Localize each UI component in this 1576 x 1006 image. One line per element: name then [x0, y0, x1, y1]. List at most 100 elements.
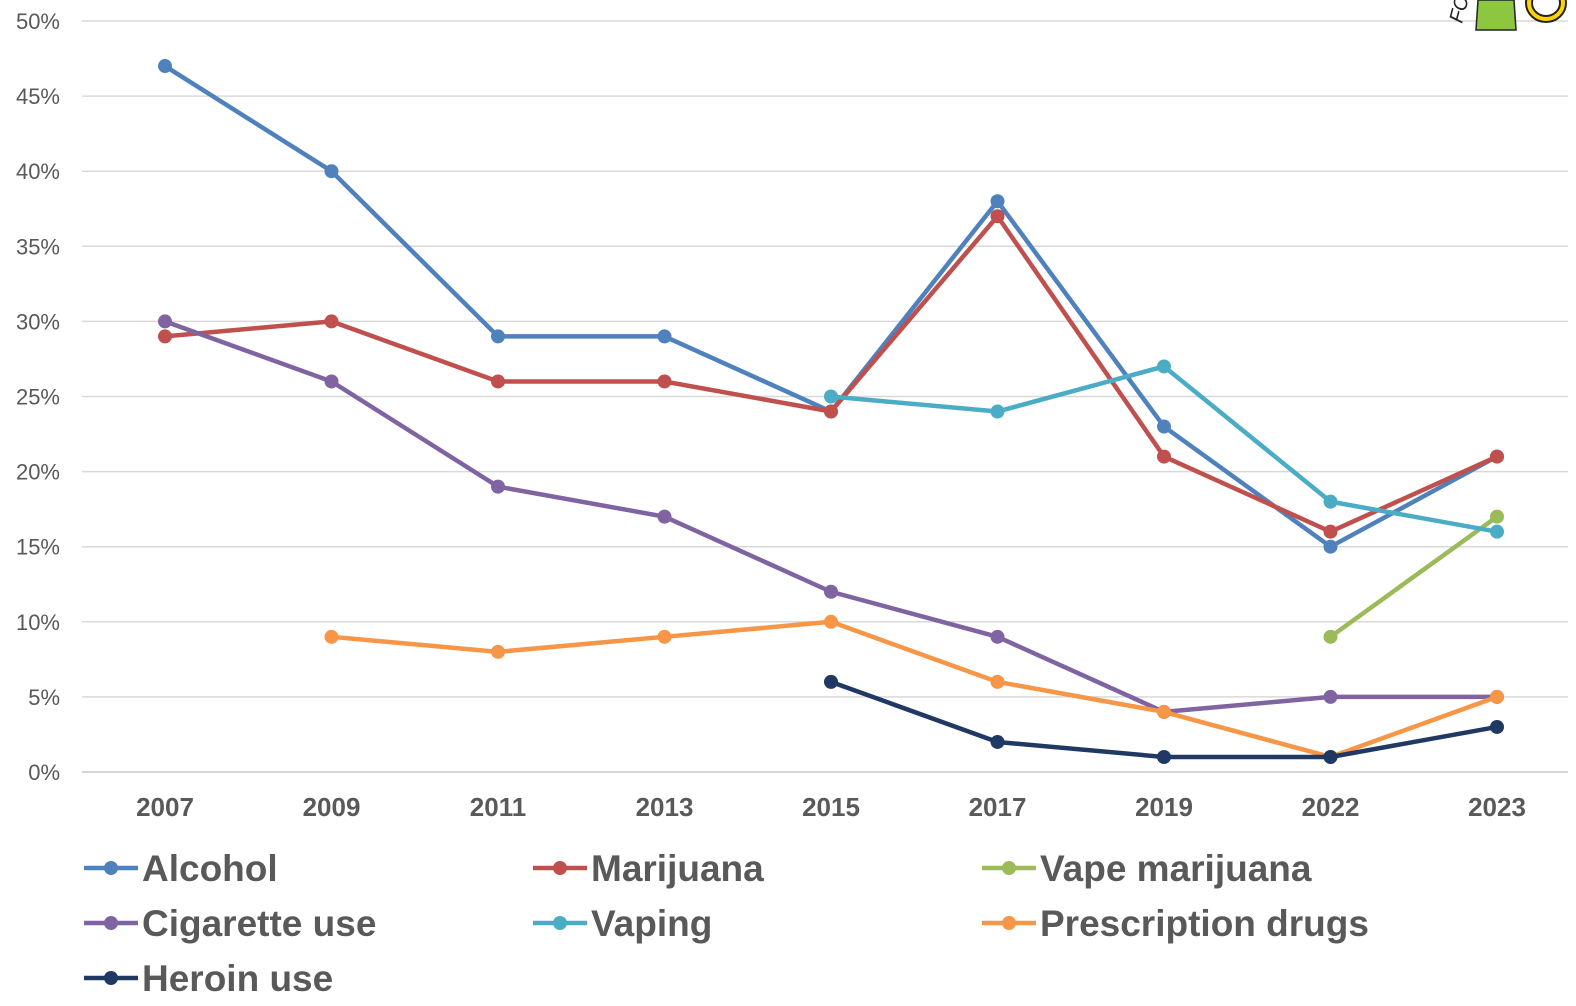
legend-swatch-marker — [104, 916, 118, 930]
data-point — [657, 329, 672, 344]
data-point — [1323, 749, 1338, 764]
data-point — [1157, 749, 1171, 764]
data-point — [990, 194, 1005, 209]
x-tick-label: 2019 — [1135, 792, 1193, 822]
data-point — [824, 389, 838, 404]
data-point — [1490, 689, 1504, 704]
legend-swatch-marker — [553, 861, 567, 875]
data-point — [491, 374, 505, 389]
y-axis: 0% 5% 10% 15% 20% 25% 30% 35% 40% 45% 50% — [16, 9, 60, 785]
x-tick-label: 2015 — [802, 792, 860, 822]
data-point — [657, 629, 672, 644]
data-point — [1490, 509, 1504, 524]
y-tick-label: 35% — [16, 234, 60, 259]
legend-item: Marijuana — [533, 848, 764, 889]
legend-swatch-marker — [104, 971, 118, 985]
data-point — [824, 404, 838, 419]
data-point — [1490, 449, 1504, 464]
data-point — [1157, 359, 1171, 374]
data-point — [491, 479, 505, 494]
x-tick-label: 2022 — [1302, 792, 1360, 822]
x-axis: 2007 2009 2011 2013 2015 2017 2019 2022 2023 — [136, 792, 1526, 822]
legend-label: Heroin use — [142, 958, 333, 999]
y-tick-label: 30% — [16, 309, 60, 334]
series-line — [828, 364, 1500, 534]
y-tick-label: 10% — [16, 610, 60, 635]
legend-item: Prescription drugs — [982, 903, 1369, 944]
data-point — [990, 209, 1005, 224]
data-point — [990, 629, 1005, 644]
y-tick-label: 0% — [28, 760, 60, 785]
series-heroin-use — [824, 674, 1504, 764]
data-point — [657, 509, 672, 524]
legend-item: Alcohol — [84, 848, 278, 889]
data-point — [990, 404, 1005, 419]
legend-swatch-marker — [1002, 916, 1016, 930]
data-point — [657, 374, 672, 389]
y-tick-label: 20% — [16, 460, 60, 485]
data-point — [324, 314, 339, 329]
legend: Alcohol Marijuana Vape marijuana Cigarette … — [84, 848, 1369, 999]
x-tick-label: 2009 — [303, 792, 361, 822]
data-point — [158, 329, 172, 344]
data-point — [1323, 629, 1338, 644]
legend-swatch-marker — [553, 916, 567, 930]
legend-item: Vaping — [533, 903, 712, 944]
y-tick-label: 15% — [16, 535, 60, 560]
x-tick-label: 2013 — [636, 792, 694, 822]
data-point — [1323, 689, 1338, 704]
x-tick-label: 2023 — [1468, 792, 1526, 822]
y-tick-label: 5% — [28, 685, 60, 710]
legend-label: Prescription drugs — [1040, 903, 1369, 944]
legend-item: Vape marijuana — [982, 848, 1312, 889]
legend-swatch-marker — [1002, 861, 1016, 875]
legend-swatch-marker — [104, 861, 118, 875]
data-point — [1157, 419, 1171, 434]
series-vape-marijuana — [1323, 509, 1504, 644]
plot-area — [158, 59, 1504, 764]
data-point — [1323, 524, 1338, 539]
x-tick-label: 2011 — [470, 792, 526, 822]
series-vaping — [824, 359, 1504, 539]
y-tick-label: 50% — [16, 9, 60, 34]
data-point — [990, 734, 1005, 749]
x-tick-label: 2007 — [136, 792, 194, 822]
data-point — [1490, 524, 1504, 539]
data-point — [1157, 449, 1171, 464]
data-point — [158, 314, 172, 329]
series-prescription-drugs — [324, 614, 1504, 764]
data-point — [491, 644, 505, 659]
data-point — [1323, 494, 1338, 509]
y-tick-label: 40% — [16, 159, 60, 184]
data-point — [324, 374, 339, 389]
data-point — [1157, 704, 1171, 719]
logo: FC — [1446, 0, 1567, 31]
series-marijuana — [158, 209, 1504, 539]
legend-label: Marijuana — [591, 848, 764, 889]
series-line — [162, 214, 1500, 534]
data-point — [324, 629, 339, 644]
x-tick-label: 2017 — [969, 792, 1027, 822]
data-point — [824, 674, 838, 689]
data-point — [324, 164, 339, 179]
data-point — [1323, 539, 1338, 554]
legend-item: Cigarette use — [84, 903, 376, 944]
logo-green-shape — [1475, 0, 1517, 31]
legend-label: Vape marijuana — [1040, 848, 1312, 889]
legend-label: Alcohol — [142, 848, 278, 889]
data-point — [491, 329, 505, 344]
data-point — [1490, 719, 1504, 734]
data-point — [824, 614, 838, 629]
data-point — [990, 674, 1005, 689]
logo-yellow-fill — [1527, 0, 1565, 21]
legend-label: Vaping — [591, 903, 712, 944]
series-line — [329, 619, 1500, 760]
legend-label: Cigarette use — [142, 903, 376, 944]
y-tick-label: 45% — [16, 84, 60, 109]
series-line — [828, 679, 1500, 760]
data-point — [158, 59, 172, 74]
y-tick-label: 25% — [16, 385, 60, 410]
legend-item: Heroin use — [84, 958, 333, 999]
